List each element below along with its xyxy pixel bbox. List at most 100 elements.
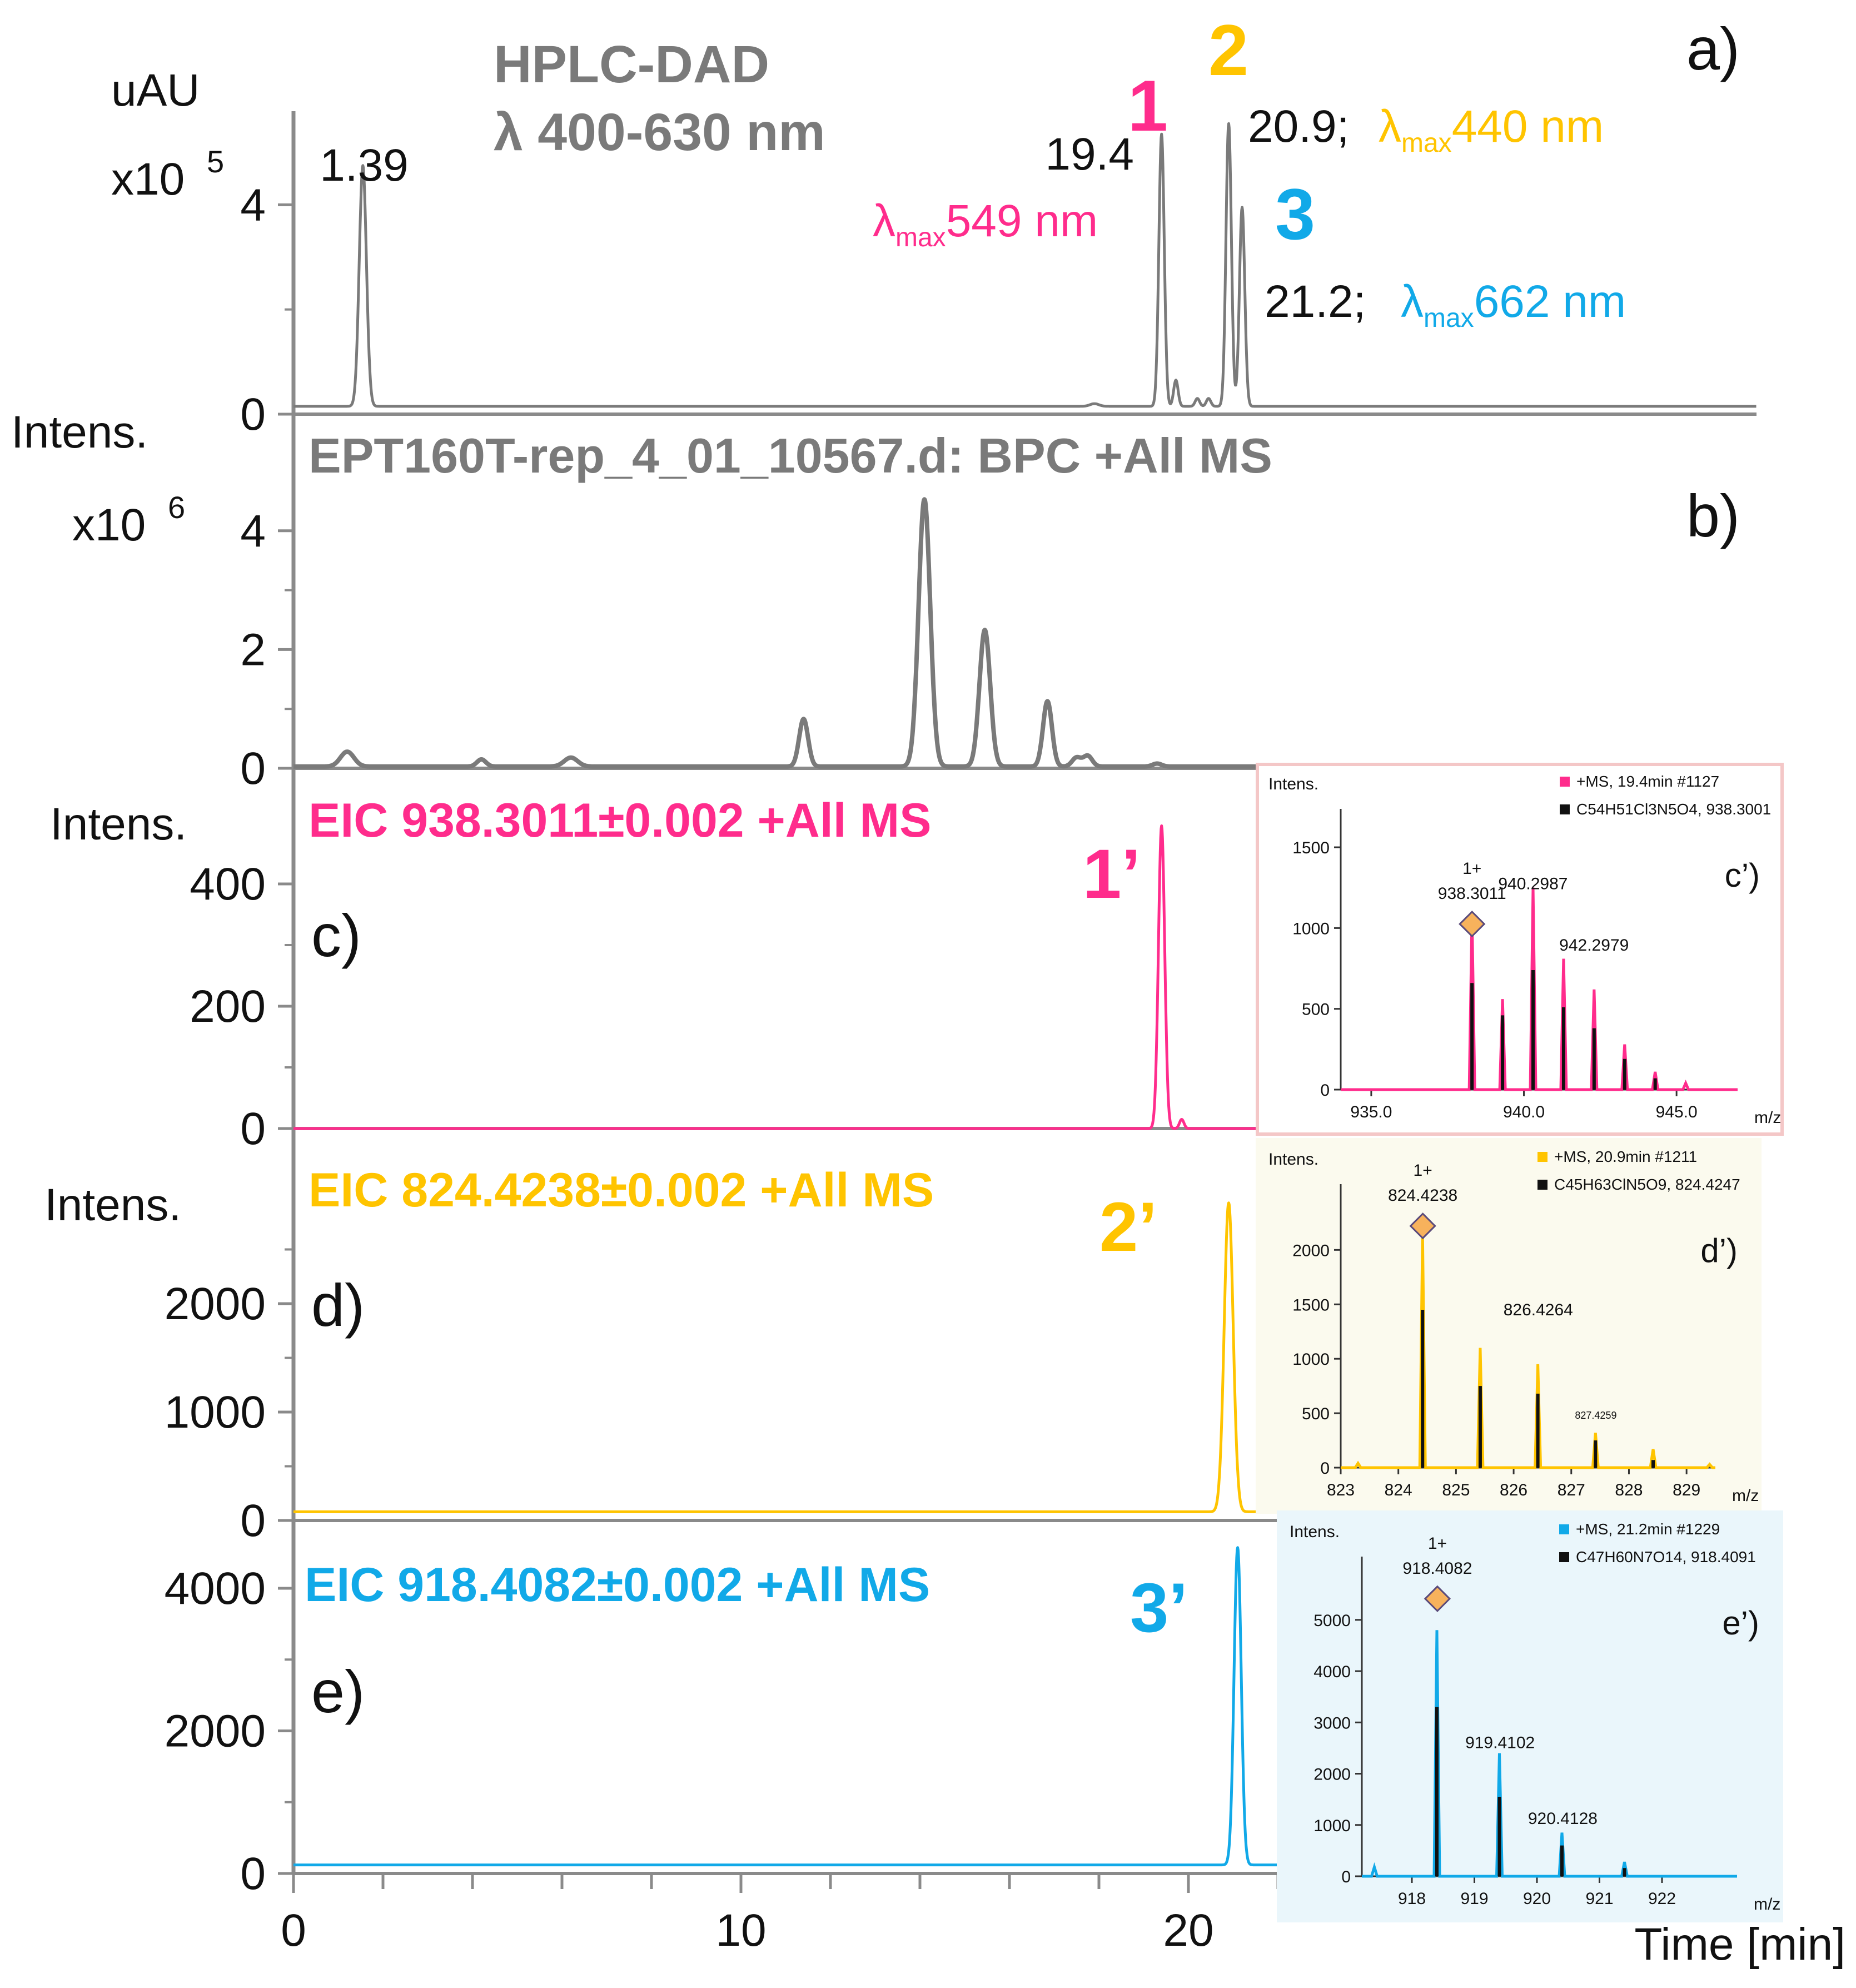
panel-label-b: b)	[1686, 482, 1740, 549]
panel-c-ytick-label: 400	[190, 859, 266, 909]
inset-xtick-label: 918	[1398, 1890, 1426, 1908]
lambda-value: 440 nm	[1452, 101, 1604, 152]
legend-measured-label: +MS, 19.4min #1127	[1576, 773, 1719, 790]
x-axis-label: Time [min]	[1634, 1919, 1845, 1970]
inset-charge-label: 1+	[1414, 1161, 1432, 1180]
panel-label-e: e)	[311, 1658, 365, 1725]
panel-e-ytick-label: 2000	[165, 1706, 266, 1756]
inset-xtick-label: 922	[1648, 1890, 1676, 1908]
panel-d-y-unit: Intens.	[44, 1180, 181, 1230]
inset-ytick-label: 0	[1320, 1459, 1330, 1478]
panel-b-y-exp: 6	[168, 490, 185, 525]
inset-c-panel-label: c’)	[1725, 857, 1760, 894]
x-tick-label: 0	[281, 1905, 306, 1956]
panel-label-c: c)	[311, 902, 361, 969]
panel-label-d: d)	[311, 1271, 365, 1339]
peak-rt-label: 19.4	[1045, 129, 1134, 180]
legend-measured-label: +MS, 21.2min #1229	[1576, 1520, 1720, 1538]
legend-theory-swatch	[1537, 1180, 1548, 1190]
panel-d-ytick-label: 0	[240, 1495, 266, 1546]
panel-b-title: EPT160T-rep_4_01_10567.d: BPC +All MS	[308, 428, 1272, 483]
panel-b-ytick-label: 4	[240, 506, 266, 556]
inset-peak-label: 938.3011	[1438, 884, 1506, 903]
inset-peak-label: 919.4102	[1465, 1733, 1535, 1752]
panel-b-y-unit: Intens.	[11, 407, 148, 458]
peak-number-3: 3	[1275, 173, 1315, 255]
panel-b-ytick-label: 0	[240, 743, 266, 794]
inset-ytick-label: 500	[1302, 1405, 1330, 1423]
panel-c-y-unit: Intens.	[50, 799, 187, 849]
inset-ytick-label: 4000	[1313, 1663, 1351, 1681]
inset-peak-label: 920.4128	[1528, 1810, 1598, 1828]
inset-xtick-label: 945.0	[1656, 1103, 1698, 1121]
inset-ytick-label: 1000	[1292, 920, 1330, 938]
panel-c-peak-label: 1’	[1083, 836, 1141, 913]
lambda-symbol: λ	[1379, 101, 1401, 152]
inset-c-measured-spectrum	[1341, 887, 1738, 1091]
peak-number-2: 2	[1208, 9, 1248, 91]
lambda-subscript: max	[895, 223, 946, 252]
panel-a-y-scale: x10	[111, 154, 185, 205]
inset-xtick-label: 828	[1615, 1481, 1643, 1499]
panel-a-title-2: λ 400-630 nm	[494, 103, 825, 162]
lambda-value: 549 nm	[946, 196, 1098, 246]
lambda-symbol: λ	[873, 196, 895, 246]
inset-xtick-label: 920	[1523, 1890, 1551, 1908]
legend-measured-swatch	[1537, 1152, 1548, 1162]
panel-c-ytick-label: 200	[190, 981, 266, 1032]
inset-xtick-label: 919	[1460, 1890, 1488, 1908]
panel-e: 0 2000 4000 e)	[165, 1546, 1757, 1899]
legend-measured-swatch	[1560, 777, 1570, 787]
inset-peak-label: 824.4238	[1388, 1186, 1457, 1205]
inset-xtick-label: 825	[1442, 1481, 1470, 1499]
inset-xtick-label: 823	[1327, 1481, 1355, 1499]
x-tick-label: 20	[1163, 1905, 1213, 1956]
inset-d: Intens. m/z 0 500 1000 1500 2000 823 824 825 826 82…	[1256, 1138, 1762, 1514]
legend-theory-label: C45H63ClN5O9, 824.4247	[1554, 1176, 1740, 1193]
inset-diamond-marker	[1424, 1585, 1451, 1612]
x-tick-label: 10	[715, 1905, 766, 1956]
inset-ytick-label: 500	[1302, 1001, 1330, 1019]
inset-e-x-title: m/z	[1754, 1895, 1780, 1914]
inset-d-x-title: m/z	[1732, 1487, 1759, 1505]
panel-d-title: EIC 824.4238±0.002 +All MS	[308, 1164, 934, 1217]
panel-e-trace	[292, 1546, 1292, 1867]
inset-c-y-title: Intens.	[1268, 775, 1318, 793]
inset-ytick-label: 1000	[1313, 1817, 1351, 1835]
peak-number-1: 1	[1128, 65, 1168, 146]
inset-peak-label: 827.4259	[1575, 1410, 1616, 1421]
lambda-subscript: max	[1401, 128, 1452, 158]
panel-d-ytick-label: 2000	[165, 1279, 266, 1329]
inset-peak-label: 940.2987	[1498, 875, 1568, 893]
inset-peak-label: 918.4082	[1402, 1559, 1472, 1578]
inset-e-measured-spectrum	[1362, 1630, 1737, 1878]
inset-ytick-label: 1500	[1292, 839, 1330, 857]
panel-a-y-unit: uAU	[111, 65, 200, 116]
inset-ytick-label: 1500	[1292, 1296, 1330, 1314]
panel-c-trace	[292, 824, 1270, 1130]
legend-measured-swatch	[1559, 1524, 1569, 1534]
legend-theory-label: C54H51Cl3N5O4, 938.3001	[1576, 801, 1771, 818]
lambda-max-label-2: λmax440 nm	[1379, 101, 1604, 158]
inset-e-frame	[1277, 1510, 1783, 1922]
panel-b-ytick-label: 2	[240, 624, 266, 675]
legend-theory-label: C47H60N7O14, 918.4091	[1576, 1548, 1756, 1565]
panel-d-ytick-label: 1000	[165, 1387, 266, 1438]
inset-d-measured-spectrum	[1341, 1233, 1715, 1469]
inset-ytick-label: 2000	[1313, 1766, 1351, 1784]
lambda-max-label-3: λmax662 nm	[1401, 276, 1626, 333]
inset-xtick-label: 827	[1558, 1481, 1585, 1499]
legend-measured-label: +MS, 20.9min #1211	[1554, 1148, 1697, 1165]
inset-c: Intens. m/z 0 500 1000 1500 935.0 940.0 945.0 +MS…	[1256, 763, 1784, 1136]
legend-theory-swatch	[1560, 804, 1570, 814]
inset-peak-label: 942.2979	[1559, 936, 1629, 955]
inset-xtick-label: 940.0	[1503, 1103, 1545, 1121]
panel-e-ytick-label: 4000	[165, 1563, 266, 1614]
inset-ytick-label: 3000	[1313, 1714, 1351, 1732]
panel-a-title-1: HPLC-DAD	[494, 35, 769, 94]
panel-a-trace	[292, 122, 1758, 408]
inset-xtick-label: 826	[1500, 1481, 1527, 1499]
inset-diamond-marker	[1459, 910, 1486, 938]
panel-e-ytick-label: 0	[240, 1848, 266, 1899]
